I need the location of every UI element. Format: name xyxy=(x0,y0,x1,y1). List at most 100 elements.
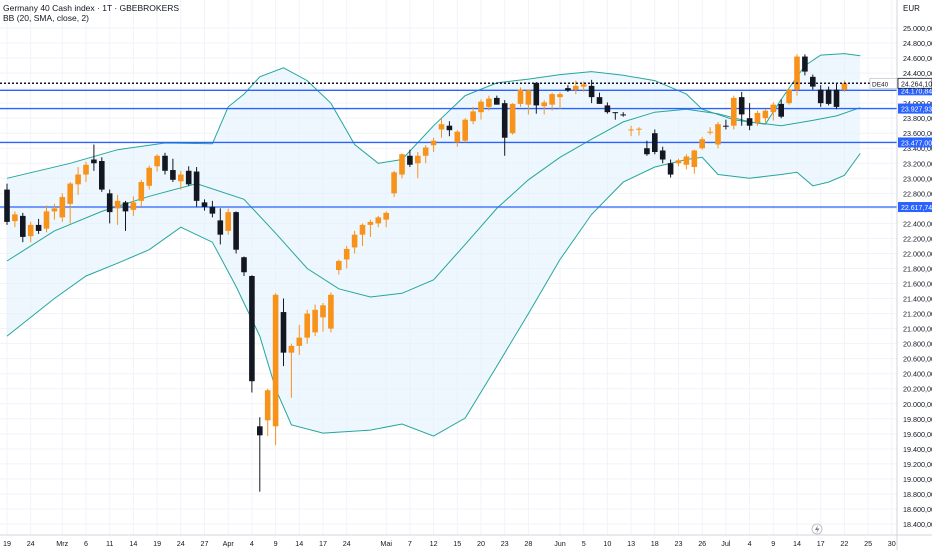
candle xyxy=(486,95,492,111)
y-tick-label: 20.200,00 xyxy=(903,385,932,394)
candle xyxy=(233,211,239,254)
currency-label: EUR xyxy=(903,4,920,13)
candle-body xyxy=(422,147,429,156)
candle-body xyxy=(225,212,231,231)
candle xyxy=(794,54,800,96)
candle-body xyxy=(478,101,484,113)
level-price-tag xyxy=(898,103,932,114)
y-tick-label: 24.800,00 xyxy=(903,39,932,48)
x-tick-label: 10 xyxy=(603,539,611,548)
x-tick-label: 6 xyxy=(84,539,88,548)
candle xyxy=(738,91,745,126)
candle-body xyxy=(114,200,121,209)
x-tick-label: 5 xyxy=(582,539,586,548)
candle-body xyxy=(367,221,374,225)
y-tick-label: 20.000,00 xyxy=(903,400,932,409)
candle-body xyxy=(241,257,247,273)
candle-body xyxy=(675,160,682,164)
candle xyxy=(454,130,461,147)
candle-body xyxy=(486,98,492,107)
candle-body xyxy=(825,89,832,104)
y-tick-label: 18.800,00 xyxy=(903,490,932,499)
candle-body xyxy=(707,131,713,133)
candle-body xyxy=(122,202,129,212)
candle-body xyxy=(351,234,358,248)
candle xyxy=(217,208,224,245)
candle xyxy=(320,303,326,332)
candle-body xyxy=(288,345,295,353)
symbol-tag xyxy=(869,78,898,89)
y-tick-label: 19.400,00 xyxy=(903,445,932,454)
candle xyxy=(580,81,587,92)
candle-body xyxy=(683,156,690,165)
candle xyxy=(731,95,737,130)
y-tick-label: 23.800,00 xyxy=(903,114,932,123)
candle-body xyxy=(541,102,547,107)
candle-body xyxy=(336,260,342,270)
candle-body xyxy=(415,155,421,164)
x-tick-label: Jul xyxy=(721,539,731,548)
candle xyxy=(312,304,318,337)
candle xyxy=(817,85,824,107)
x-tick-label: 4 xyxy=(250,539,254,548)
candle xyxy=(810,74,816,90)
candle-body xyxy=(328,294,334,329)
candle-body xyxy=(533,82,540,106)
y-tick-label: 22.400,00 xyxy=(903,219,932,228)
candle-body xyxy=(794,56,800,90)
candle xyxy=(620,112,626,117)
candle-body xyxy=(146,167,152,186)
candle-body xyxy=(667,163,674,175)
y-tick-label: 23.000,00 xyxy=(903,174,932,183)
candle-body xyxy=(296,337,303,346)
x-tick-label: 27 xyxy=(201,539,209,548)
candle xyxy=(715,121,721,149)
candle-body xyxy=(802,56,808,72)
candle xyxy=(367,219,374,237)
candle-body xyxy=(786,89,792,104)
y-tick-label: 23.200,00 xyxy=(903,159,932,168)
candle-body xyxy=(723,125,729,127)
x-tick-label: 7 xyxy=(408,539,412,548)
indicator-legend[interactable]: BB (20, SMA, close, 2) xyxy=(3,13,89,23)
candle-body xyxy=(399,154,405,175)
level-price-tag xyxy=(898,202,932,213)
candle xyxy=(746,103,753,131)
candle xyxy=(509,103,516,135)
y-tick-label: 21.600,00 xyxy=(903,280,932,289)
candle xyxy=(91,144,97,171)
x-tick-label: 26 xyxy=(698,539,706,548)
last-price-label: 24.264,10 xyxy=(901,81,932,88)
x-tick-label: 24 xyxy=(343,539,351,548)
y-tick-label: 23.400,00 xyxy=(903,144,932,153)
candle xyxy=(99,157,105,192)
candle-body xyxy=(446,125,453,131)
candle xyxy=(201,199,208,211)
candle xyxy=(114,194,121,225)
candle-body xyxy=(27,224,34,237)
level-price-label: 23.477,00 xyxy=(901,140,932,147)
candle-body xyxy=(596,97,603,104)
candle-body xyxy=(754,112,761,123)
candle-body xyxy=(494,97,500,105)
candle-body xyxy=(817,89,824,104)
y-tick-label: 21.000,00 xyxy=(903,325,932,334)
candle-body xyxy=(770,104,777,113)
x-tick-label: 17 xyxy=(817,539,825,548)
y-tick-label: 21.200,00 xyxy=(903,310,932,319)
x-tick-label: 30 xyxy=(888,539,896,548)
candle xyxy=(778,99,784,119)
y-tick-label: 22.000,00 xyxy=(903,249,932,258)
bollinger-lower xyxy=(6,153,861,437)
level-price-label: 22.617,74 xyxy=(901,205,932,212)
candle xyxy=(628,125,634,137)
candle xyxy=(391,170,397,198)
x-tick-label: 19 xyxy=(3,539,11,548)
candle-body xyxy=(715,124,721,145)
candle-body xyxy=(470,111,476,122)
candle-body xyxy=(738,97,745,115)
candle-body xyxy=(833,89,840,107)
x-tick-label: 14 xyxy=(793,539,801,548)
